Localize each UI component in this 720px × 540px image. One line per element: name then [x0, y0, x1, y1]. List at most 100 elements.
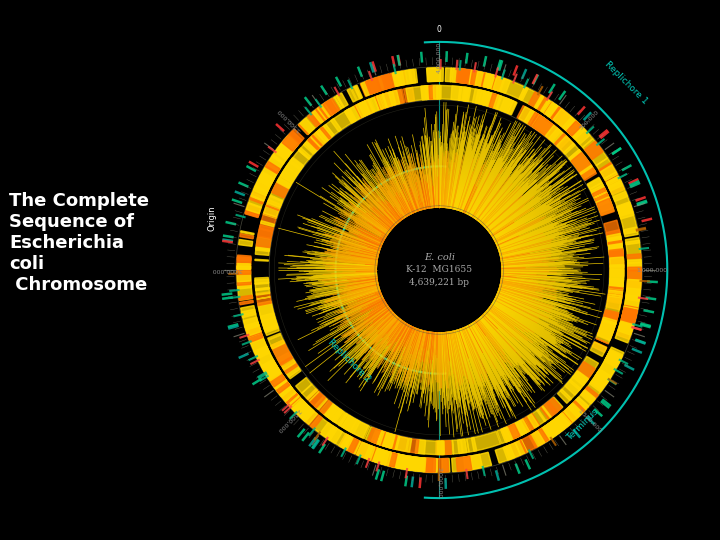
Polygon shape	[610, 269, 624, 287]
Polygon shape	[420, 85, 440, 100]
Polygon shape	[258, 303, 279, 333]
Polygon shape	[457, 69, 474, 84]
Polygon shape	[532, 115, 554, 136]
Polygon shape	[311, 125, 333, 147]
Polygon shape	[558, 397, 588, 427]
Polygon shape	[338, 414, 347, 426]
Polygon shape	[308, 132, 325, 149]
Polygon shape	[603, 320, 616, 325]
Polygon shape	[603, 296, 621, 325]
Polygon shape	[624, 279, 641, 310]
Polygon shape	[487, 75, 503, 91]
Polygon shape	[407, 456, 436, 472]
Polygon shape	[576, 356, 598, 381]
Polygon shape	[609, 247, 624, 268]
Polygon shape	[441, 439, 469, 455]
Polygon shape	[462, 439, 467, 453]
Polygon shape	[560, 389, 572, 401]
Polygon shape	[465, 87, 469, 101]
Polygon shape	[501, 424, 520, 442]
Polygon shape	[544, 102, 573, 129]
Polygon shape	[306, 389, 332, 414]
Polygon shape	[557, 136, 580, 160]
Polygon shape	[567, 121, 582, 136]
Polygon shape	[262, 362, 289, 394]
Polygon shape	[346, 110, 355, 123]
Polygon shape	[452, 441, 454, 454]
Polygon shape	[575, 129, 585, 139]
Polygon shape	[468, 70, 487, 87]
Polygon shape	[380, 90, 400, 108]
Polygon shape	[497, 421, 527, 444]
Polygon shape	[529, 429, 549, 448]
Polygon shape	[468, 456, 473, 470]
Polygon shape	[255, 279, 269, 291]
Polygon shape	[318, 107, 327, 119]
Polygon shape	[237, 266, 251, 269]
Polygon shape	[565, 380, 580, 395]
Polygon shape	[348, 100, 374, 122]
Polygon shape	[409, 69, 418, 84]
Polygon shape	[302, 384, 316, 399]
Polygon shape	[595, 372, 609, 384]
Polygon shape	[547, 104, 579, 133]
Polygon shape	[594, 192, 606, 198]
Polygon shape	[588, 178, 608, 201]
Polygon shape	[501, 427, 513, 442]
Polygon shape	[606, 176, 618, 183]
Polygon shape	[420, 458, 426, 471]
Polygon shape	[606, 230, 622, 246]
Polygon shape	[546, 401, 557, 414]
Text: The Complete
Sequence of
Escherichia
coli
 Chromosome: The Complete Sequence of Escherichia col…	[9, 192, 149, 294]
Polygon shape	[590, 183, 603, 191]
Polygon shape	[544, 102, 567, 124]
Polygon shape	[608, 236, 623, 252]
Polygon shape	[371, 429, 395, 448]
Polygon shape	[253, 176, 272, 195]
Polygon shape	[534, 418, 565, 446]
Polygon shape	[606, 354, 621, 364]
Polygon shape	[406, 85, 433, 102]
Polygon shape	[328, 407, 343, 423]
Polygon shape	[277, 383, 292, 397]
Polygon shape	[518, 106, 545, 130]
Polygon shape	[378, 450, 386, 464]
Polygon shape	[326, 100, 338, 114]
Polygon shape	[255, 259, 269, 261]
Polygon shape	[608, 290, 623, 298]
Polygon shape	[262, 318, 278, 331]
Polygon shape	[540, 398, 562, 419]
Polygon shape	[426, 68, 444, 82]
Polygon shape	[276, 382, 299, 406]
Polygon shape	[597, 198, 614, 216]
Polygon shape	[338, 413, 347, 426]
Polygon shape	[379, 432, 408, 451]
Polygon shape	[515, 443, 521, 455]
Polygon shape	[583, 369, 611, 401]
Text: 2,500,000: 2,500,000	[276, 408, 302, 433]
Polygon shape	[524, 110, 544, 130]
Polygon shape	[343, 436, 376, 461]
Polygon shape	[392, 70, 415, 86]
Polygon shape	[459, 69, 469, 84]
Polygon shape	[237, 266, 251, 269]
Polygon shape	[339, 434, 361, 454]
Polygon shape	[407, 438, 412, 452]
Polygon shape	[438, 441, 444, 455]
Polygon shape	[577, 397, 588, 407]
Polygon shape	[240, 231, 254, 235]
Polygon shape	[266, 367, 282, 381]
Polygon shape	[562, 117, 593, 147]
Polygon shape	[569, 375, 585, 390]
Polygon shape	[315, 396, 328, 410]
Polygon shape	[248, 193, 265, 208]
Polygon shape	[312, 96, 344, 123]
Polygon shape	[603, 319, 616, 325]
Polygon shape	[500, 98, 516, 114]
Polygon shape	[365, 74, 392, 94]
Polygon shape	[520, 440, 526, 453]
Polygon shape	[610, 257, 624, 285]
Polygon shape	[258, 301, 275, 321]
Polygon shape	[310, 102, 334, 125]
Polygon shape	[277, 158, 303, 188]
